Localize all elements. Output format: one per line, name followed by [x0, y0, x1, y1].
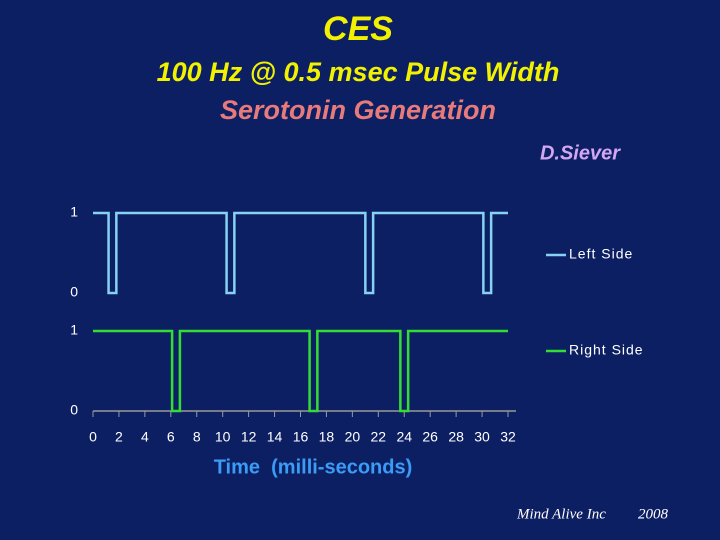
legend-label: Right Side: [569, 342, 644, 358]
subtitle-2: Serotonin Generation: [220, 95, 496, 125]
x-tick-label: 0: [89, 429, 97, 445]
x-tick-label: 14: [267, 429, 283, 445]
x-tick-label: 8: [193, 429, 201, 445]
subtitle: 100 Hz @ 0.5 msec Pulse Width: [157, 57, 560, 87]
y-tick-label: 1: [70, 322, 78, 338]
y-tick-label: 1: [70, 204, 78, 220]
x-tick-label: 24: [396, 429, 412, 445]
company: Mind Alive Inc: [516, 506, 606, 522]
legend-label: Left Side: [569, 246, 633, 262]
title: CES: [323, 10, 393, 48]
year: 2008: [638, 506, 669, 522]
x-tick-label: 18: [319, 429, 335, 445]
x-tick-label: 26: [422, 429, 438, 445]
x-tick-label: 2: [115, 429, 123, 445]
y-tick-label: 0: [70, 402, 78, 418]
y-tick-label: 0: [70, 284, 78, 300]
x-axis-label: Time (milli-seconds): [214, 456, 413, 478]
x-tick-label: 28: [448, 429, 464, 445]
series-line: [93, 329, 508, 413]
series-line: [93, 211, 508, 295]
x-tick-label: 4: [141, 429, 149, 445]
author: D.Siever: [540, 142, 621, 164]
x-tick-label: 20: [345, 429, 361, 445]
x-tick-label: 32: [500, 429, 516, 445]
x-tick-label: 30: [474, 429, 490, 445]
x-tick-label: 12: [241, 429, 257, 445]
x-tick-label: 10: [215, 429, 231, 445]
x-tick-label: 16: [293, 429, 309, 445]
x-tick-label: 6: [167, 429, 175, 445]
x-tick-label: 22: [371, 429, 387, 445]
